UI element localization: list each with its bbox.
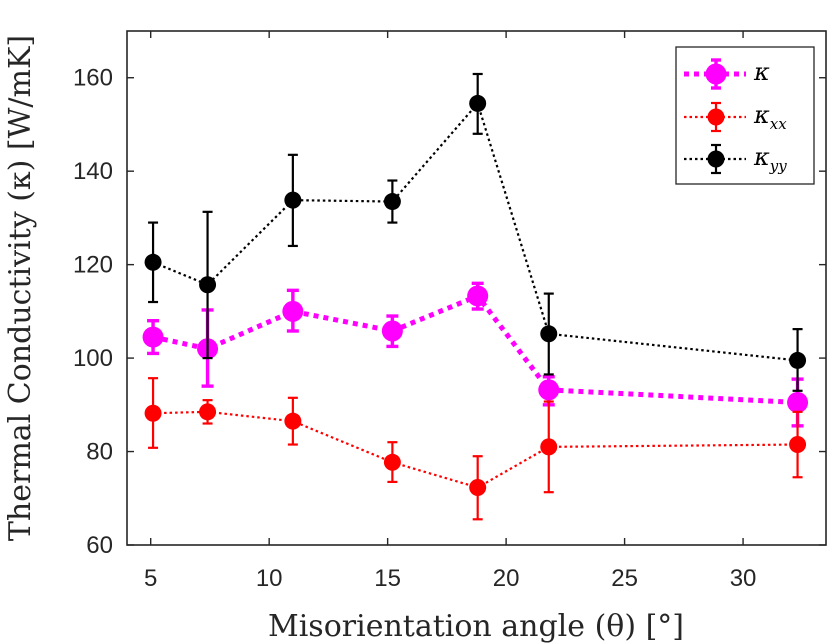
legend-box (675, 46, 815, 185)
legend-subscript-2: yy (769, 157, 787, 175)
legend-label-1: κxx (753, 101, 787, 133)
legend-symbol-2: κ (753, 143, 770, 171)
series-2-point-3 (383, 193, 401, 211)
y-axis-label: Thermal Conductivity (κ) [W/mK] (3, 35, 38, 541)
series-1-point-0 (144, 404, 162, 422)
y-tick-label-80: 80 (86, 439, 113, 466)
x-tick-label-20: 20 (493, 565, 520, 592)
series-1 (144, 377, 807, 521)
series-2-point-1 (199, 276, 217, 294)
y-tick-label-140: 140 (73, 158, 113, 185)
y-tick-label-120: 120 (73, 252, 113, 279)
y-tick-label-60: 60 (86, 532, 113, 559)
series-0-point-0 (142, 326, 164, 348)
series-1-point-1 (199, 403, 217, 421)
series-0-point-6 (787, 391, 809, 413)
legend-symbol-1: κ (753, 101, 770, 129)
ticks-layer: 5 10 15 20 25 30 60 80 100 120 140 160 (73, 31, 826, 592)
series-0 (142, 281, 809, 428)
series-2-point-5 (540, 325, 558, 343)
legend-marker-0 (705, 63, 727, 85)
legend-label-2: κyy (753, 143, 787, 175)
legend-symbol-0: κ (753, 58, 770, 86)
data-layer (142, 72, 809, 521)
x-tick-label-30: 30 (730, 565, 757, 592)
x-axis-label: Misorientation angle (θ) [°] (268, 609, 684, 644)
series-1-point-3 (383, 453, 401, 471)
series-0-point-4 (467, 285, 489, 307)
legend-marker-2 (707, 150, 725, 168)
series-0-point-2 (282, 300, 304, 322)
legend-marker-1 (707, 108, 725, 126)
series-0-point-5 (538, 379, 560, 401)
series-0-point-3 (381, 320, 403, 342)
y-tick-label-100: 100 (73, 345, 113, 372)
plot-frame (126, 30, 827, 546)
series-2-point-0 (144, 253, 162, 271)
series-1-point-6 (789, 436, 807, 454)
series-2-point-2 (284, 191, 302, 209)
series-1-point-2 (284, 412, 302, 430)
series-2-point-4 (469, 94, 487, 112)
legend-label-0: κ (753, 58, 770, 86)
series-2-point-6 (789, 351, 807, 369)
x-tick-label-25: 25 (611, 565, 638, 592)
y-tick-label-160: 160 (73, 65, 113, 92)
x-tick-label-15: 15 (374, 565, 401, 592)
x-tick-label-5: 5 (144, 565, 157, 592)
series-1-point-4 (469, 479, 487, 497)
series-2 (144, 72, 807, 392)
legend-subscript-1: xx (770, 115, 787, 133)
x-tick-label-10: 10 (256, 565, 283, 592)
series-1-point-5 (540, 438, 558, 456)
